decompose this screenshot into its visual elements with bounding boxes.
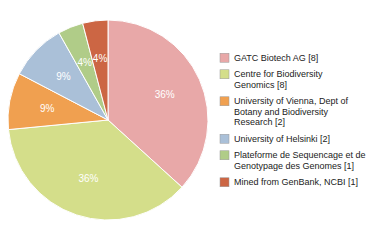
legend-label: University of Vienna, Dept ofBotany and …	[234, 96, 348, 127]
legend-label: Plateforme de Sequencage et deGenotypage…	[234, 150, 366, 171]
data-label: 9%	[56, 71, 71, 82]
legend-swatch	[220, 97, 229, 106]
data-label: 4%	[78, 57, 93, 68]
legend-label-line: Botany and Biodiversity	[234, 107, 329, 117]
legend-item: GATC Biotech AG [8]	[220, 53, 318, 63]
legend-label-line: GATC Biotech AG [8]	[234, 53, 318, 63]
data-label: 4%	[93, 53, 108, 64]
pie	[8, 20, 208, 220]
legend-swatch	[220, 134, 229, 143]
legend-label-line: Genotypage des Genomes [1]	[234, 161, 354, 171]
chart: 36% 36% 9% 9% 4%4% GATC Biotech AG [8] Centre …	[0, 0, 380, 240]
data-labels: 36% 36% 9% 9% 4%4%	[40, 53, 175, 184]
data-label: 36%	[155, 89, 175, 100]
legend-label-line: University of Helsinki [2]	[234, 134, 330, 144]
legend-item: University of Vienna, Dept ofBotany and …	[220, 96, 348, 127]
legend-label-line: Plateforme de Sequencage et de	[234, 150, 366, 160]
legend-swatch	[220, 70, 229, 79]
legend-item: University of Helsinki [2]	[220, 134, 330, 144]
legend: GATC Biotech AG [8] Centre for Biodiversi…	[220, 53, 366, 188]
data-label: 9%	[40, 103, 55, 114]
legend-label-line: Centre for Biodiversity	[234, 69, 323, 79]
legend-label: GATC Biotech AG [8]	[234, 53, 318, 63]
legend-label: Centre for BiodiversityGenomics [8]	[234, 69, 323, 90]
legend-swatch	[220, 178, 229, 187]
pie-slice	[83, 20, 108, 120]
legend-item: Centre for BiodiversityGenomics [8]	[220, 69, 323, 90]
legend-label-line: Mined from GenBank, NCBI [1]	[234, 177, 358, 187]
pie-slice	[8, 120, 182, 220]
legend-label-line: Research [2]	[234, 117, 285, 127]
data-label: 36%	[78, 173, 98, 184]
legend-label: University of Helsinki [2]	[234, 134, 330, 144]
legend-item: Plateforme de Sequencage et deGenotypage…	[220, 150, 366, 171]
legend-item: Mined from GenBank, NCBI [1]	[220, 177, 358, 187]
legend-label-line: Genomics [8]	[234, 80, 287, 90]
legend-label: Mined from GenBank, NCBI [1]	[234, 177, 358, 187]
legend-swatch	[220, 151, 229, 160]
legend-label-line: University of Vienna, Dept of	[234, 96, 348, 106]
legend-swatch	[220, 53, 229, 62]
